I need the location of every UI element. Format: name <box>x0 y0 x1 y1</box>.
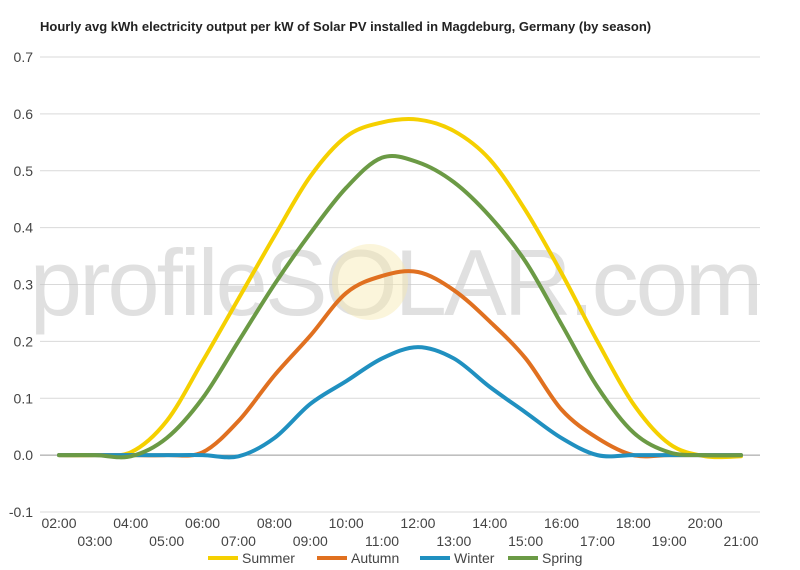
series-line-winter <box>57 345 743 460</box>
x-tick-label: 06:00 <box>185 515 220 531</box>
x-tick-label: 04:00 <box>113 515 148 531</box>
series-line-summer <box>57 117 743 460</box>
legend-label: Winter <box>454 550 495 566</box>
y-tick-label: 0.2 <box>14 333 34 349</box>
x-tick-label: 13:00 <box>436 533 471 549</box>
series-line-spring <box>57 154 743 460</box>
legend-label: Spring <box>542 550 582 566</box>
watermark-sun-icon <box>332 244 408 320</box>
x-tick-label: 15:00 <box>508 533 543 549</box>
watermark-text: profileSOLAR.com <box>30 230 760 335</box>
legend-label: Autumn <box>351 550 399 566</box>
y-tick-label: 0.3 <box>14 277 34 293</box>
x-tick-label: 02:00 <box>41 515 76 531</box>
x-tick-label: 12:00 <box>400 515 435 531</box>
x-tick-label: 20:00 <box>688 515 723 531</box>
x-tick-label: 17:00 <box>580 533 615 549</box>
x-tick-label: 21:00 <box>723 533 758 549</box>
x-tick-label: 11:00 <box>365 533 399 549</box>
x-tick-label: 19:00 <box>652 533 687 549</box>
x-tick-label: 10:00 <box>329 515 364 531</box>
legend-label: Summer <box>242 550 295 566</box>
y-tick-label: 0.6 <box>14 106 34 122</box>
y-tick-label: 0.5 <box>14 163 34 179</box>
y-tick-label: 0.7 <box>14 49 34 65</box>
y-tick-label: -0.1 <box>9 504 33 520</box>
x-tick-label: 05:00 <box>149 533 184 549</box>
y-tick-label: 0.1 <box>14 390 34 406</box>
x-tick-label: 09:00 <box>293 533 328 549</box>
x-tick-label: 08:00 <box>257 515 292 531</box>
x-tick-label: 03:00 <box>77 533 112 549</box>
chart-title: Hourly avg kWh electricity output per kW… <box>40 19 652 34</box>
y-tick-label: 0.0 <box>14 447 34 463</box>
y-tick-label: 0.4 <box>14 220 34 236</box>
x-tick-label: 16:00 <box>544 515 579 531</box>
x-tick-label: 18:00 <box>616 515 651 531</box>
x-tick-label: 07:00 <box>221 533 256 549</box>
x-tick-label: 14:00 <box>472 515 507 531</box>
